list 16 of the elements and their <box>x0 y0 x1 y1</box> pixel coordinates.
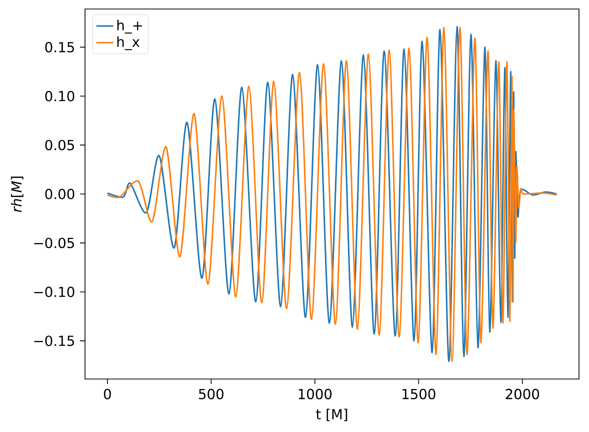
y-tick-label: −0.10 <box>34 286 74 298</box>
legend-label: h_x <box>117 36 140 50</box>
x-tick-label: 500 <box>199 388 224 400</box>
y-tick-label: 0.00 <box>45 188 74 200</box>
x-tick-label: 1500 <box>402 388 436 400</box>
x-tick-label: 1000 <box>298 388 332 400</box>
y-axis-title: rh[M] <box>10 176 24 212</box>
legend-label: h_+ <box>117 20 142 34</box>
y-tick-label: −0.05 <box>34 238 74 248</box>
x-tick-label: 0 <box>104 388 111 400</box>
y-tick-label: 0.10 <box>45 90 74 102</box>
x-axis-title: t [M] <box>316 408 348 422</box>
y-tick-label: −0.15 <box>34 336 74 346</box>
y-tick-label: 0.15 <box>45 42 74 52</box>
y-tick-label: 0.05 <box>45 140 74 150</box>
x-tick-label: 2000 <box>506 388 540 400</box>
